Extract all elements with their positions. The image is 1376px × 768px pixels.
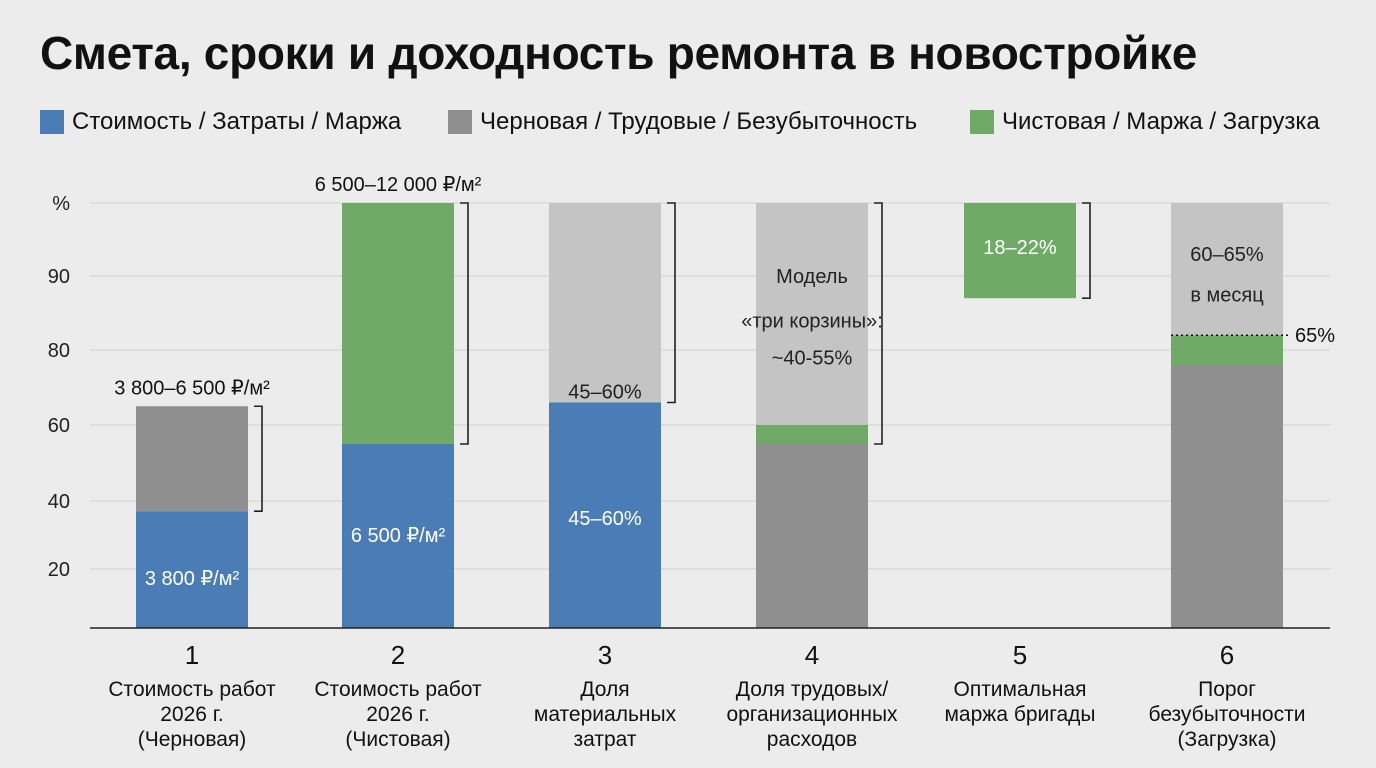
category-label: Доля трудовых/ bbox=[736, 678, 889, 701]
category-label: (Черновая) bbox=[138, 728, 247, 751]
category-number: 6 bbox=[1220, 640, 1234, 670]
bracket bbox=[874, 202, 883, 445]
category-label: Стоимость работ bbox=[314, 678, 482, 701]
category-label: безубыточности bbox=[1149, 703, 1306, 726]
bar-range-label: 3 800–6 500 ₽/м² bbox=[114, 377, 270, 399]
category-label: материальных bbox=[534, 703, 677, 726]
bar-segment bbox=[756, 425, 868, 444]
chart-title: Смета, сроки и доходность ремонта в ново… bbox=[40, 27, 1198, 79]
bar-range-label: 6 500–12 000 ₽/м² bbox=[315, 174, 482, 196]
y-tick-label: 80 bbox=[48, 340, 70, 362]
category-label: Доля bbox=[580, 678, 629, 701]
category-label: Оптимальная bbox=[953, 678, 1086, 701]
bar-segment bbox=[549, 402, 661, 628]
category-number: 2 bbox=[391, 640, 405, 670]
bar-value-label: 6 500 ₽/м² bbox=[351, 525, 446, 547]
bar-value-label: 45–60% bbox=[568, 381, 642, 403]
category-number: 1 bbox=[185, 640, 199, 670]
category-label: Порог bbox=[1198, 678, 1256, 701]
category-label: 2026 г. bbox=[366, 703, 429, 726]
bar-segment bbox=[1171, 365, 1283, 628]
y-tick-label: 60 bbox=[48, 415, 70, 437]
category-label: расходов bbox=[767, 728, 857, 751]
category-label: (Чистовая) bbox=[345, 728, 450, 751]
category-number: 5 bbox=[1013, 640, 1027, 670]
bar-value-label: 18–22% bbox=[983, 237, 1057, 259]
category-label: маржа бригады bbox=[944, 703, 1095, 726]
bar-segment bbox=[342, 203, 454, 444]
legend-swatch-blue bbox=[40, 110, 64, 134]
bar-segment bbox=[1171, 203, 1283, 336]
bar-segment bbox=[756, 444, 868, 628]
legend-label-finish: Чистовая / Маржа / Загрузка bbox=[1002, 108, 1320, 135]
category-label: Стоимость работ bbox=[108, 678, 276, 701]
bar-value-label: в месяц bbox=[1190, 285, 1263, 307]
y-tick-label: 20 bbox=[48, 559, 70, 581]
legend-swatch-green bbox=[970, 110, 994, 134]
bar-value-label: 45–60% bbox=[568, 508, 642, 530]
legend-label-rough: Черновая / Трудовые / Безубыточность bbox=[480, 108, 918, 135]
category-label: организационных bbox=[726, 703, 898, 726]
bracket bbox=[1082, 202, 1091, 299]
bracket bbox=[667, 202, 676, 404]
bar-value-label: «три корзины»: bbox=[741, 310, 883, 332]
legend-item-finish: Чистовая / Маржа / Загрузка bbox=[970, 108, 1320, 136]
legend-label-cost: Стоимость / Затраты / Маржа bbox=[72, 108, 402, 135]
legend-swatch-gray bbox=[448, 110, 472, 134]
bar-segment bbox=[136, 406, 248, 512]
threshold-label: 65% bbox=[1295, 325, 1335, 347]
bracket bbox=[254, 405, 263, 512]
category-label: (Загрузка) bbox=[1178, 728, 1277, 751]
category-number: 4 bbox=[805, 640, 819, 670]
legend-item-cost: Стоимость / Затраты / Маржа bbox=[40, 108, 401, 136]
bar-value-label: Модель bbox=[776, 266, 848, 288]
bar-segment bbox=[964, 203, 1076, 299]
category-label: 2026 г. bbox=[160, 703, 223, 726]
bar-value-label: 60–65% bbox=[1190, 244, 1264, 266]
bar-segment bbox=[756, 203, 868, 425]
bar-segment bbox=[136, 511, 248, 628]
bar-segment bbox=[549, 203, 661, 403]
bar-value-label: ~40-55% bbox=[772, 348, 853, 370]
bar-value-label: 3 800 ₽/м² bbox=[145, 568, 240, 590]
y-axis-unit: % bbox=[52, 193, 70, 215]
y-tick-label: 90 bbox=[48, 266, 70, 288]
bar-segment bbox=[342, 444, 454, 628]
category-number: 3 bbox=[598, 640, 612, 670]
bracket bbox=[460, 202, 469, 445]
legend-item-rough: Черновая / Трудовые / Безубыточность bbox=[448, 108, 917, 136]
bar-segment bbox=[1171, 335, 1283, 365]
category-label: затрат bbox=[574, 728, 637, 751]
y-tick-label: 40 bbox=[48, 491, 70, 513]
